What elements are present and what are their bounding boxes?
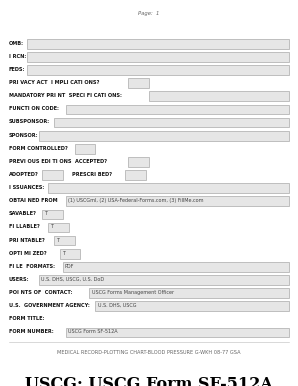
FancyBboxPatch shape: [89, 288, 289, 298]
Text: POI NTS OF  CONTACT:: POI NTS OF CONTACT:: [9, 290, 72, 295]
Text: FEDS:: FEDS:: [9, 67, 25, 72]
Text: MANDATORY PRI NT  SPECI FI CATI ONS:: MANDATORY PRI NT SPECI FI CATI ONS:: [9, 93, 122, 98]
FancyBboxPatch shape: [54, 118, 289, 127]
FancyBboxPatch shape: [60, 249, 80, 259]
Text: U.S. DHS, USCG, U.S. DoD: U.S. DHS, USCG, U.S. DoD: [41, 277, 104, 282]
Text: I SSUANCES:: I SSUANCES:: [9, 185, 44, 190]
FancyBboxPatch shape: [66, 105, 289, 114]
Text: PREVI OUS EDI TI ONS  ACCEPTED?: PREVI OUS EDI TI ONS ACCEPTED?: [9, 159, 107, 164]
Text: SAVABLE?: SAVABLE?: [9, 211, 37, 216]
FancyBboxPatch shape: [74, 144, 95, 154]
FancyBboxPatch shape: [27, 52, 289, 62]
Text: I RCN:: I RCN:: [9, 54, 26, 59]
Text: T: T: [62, 251, 65, 256]
Text: T: T: [56, 237, 59, 242]
Text: T: T: [44, 211, 47, 216]
Text: FORM NUMBER:: FORM NUMBER:: [9, 329, 54, 334]
Text: PRI VACY ACT  I MPLI CATI ONS?: PRI VACY ACT I MPLI CATI ONS?: [9, 80, 99, 85]
Text: FUNCTI ON CODE:: FUNCTI ON CODE:: [9, 106, 59, 111]
FancyBboxPatch shape: [66, 328, 289, 337]
FancyBboxPatch shape: [54, 236, 74, 245]
FancyBboxPatch shape: [128, 157, 149, 167]
FancyBboxPatch shape: [66, 196, 289, 206]
Text: SPONSOR:: SPONSOR:: [9, 132, 38, 137]
Text: ADOPTED?: ADOPTED?: [9, 172, 39, 177]
FancyBboxPatch shape: [42, 210, 63, 219]
Text: PRESCRI BED?: PRESCRI BED?: [72, 172, 111, 177]
FancyBboxPatch shape: [128, 78, 149, 88]
Text: USCG Forms Management Officer: USCG Forms Management Officer: [92, 290, 174, 295]
Text: FI LE  FORMATS:: FI LE FORMATS:: [9, 264, 55, 269]
Text: PRI NTABLE?: PRI NTABLE?: [9, 237, 45, 242]
Text: Page:  1: Page: 1: [138, 11, 160, 16]
FancyBboxPatch shape: [39, 131, 289, 141]
FancyBboxPatch shape: [42, 170, 63, 180]
Text: OPTI MI ZED?: OPTI MI ZED?: [9, 251, 46, 256]
Text: U.S. DHS, USCG: U.S. DHS, USCG: [98, 303, 136, 308]
Text: U.S.  GOVERNMENT AGENCY:: U.S. GOVERNMENT AGENCY:: [9, 303, 90, 308]
Text: FI LLABLE?: FI LLABLE?: [9, 224, 40, 229]
Text: MEDICAL RECORD-PLOTTING CHART-BLOOD PRESSURE G-WKH 08-77 GSA: MEDICAL RECORD-PLOTTING CHART-BLOOD PRES…: [57, 350, 241, 356]
FancyBboxPatch shape: [149, 91, 289, 101]
FancyBboxPatch shape: [27, 39, 289, 49]
Text: SUBSPONSOR:: SUBSPONSOR:: [9, 119, 50, 124]
Text: FORM TITLE:: FORM TITLE:: [9, 316, 44, 321]
Text: OBTAI NED FROM: OBTAI NED FROM: [9, 198, 58, 203]
FancyBboxPatch shape: [95, 301, 289, 311]
Text: USCG Form SF-512A: USCG Form SF-512A: [68, 329, 118, 334]
Text: USCG: USCG Form SF-512A: USCG: USCG Form SF-512A: [25, 376, 273, 386]
Text: FORM CONTROLLED?: FORM CONTROLLED?: [9, 146, 68, 151]
FancyBboxPatch shape: [39, 275, 289, 285]
Text: PDF: PDF: [65, 264, 74, 269]
Text: OMB:: OMB:: [9, 41, 24, 46]
Text: (1) USCGml, (2) USA-Federal-Forms.com, (3) FillMe.com: (1) USCGml, (2) USA-Federal-Forms.com, (…: [68, 198, 204, 203]
FancyBboxPatch shape: [27, 65, 289, 75]
FancyBboxPatch shape: [63, 262, 289, 272]
Text: USERS:: USERS:: [9, 277, 30, 282]
FancyBboxPatch shape: [48, 223, 69, 232]
FancyBboxPatch shape: [48, 183, 289, 193]
FancyBboxPatch shape: [125, 170, 146, 180]
Text: T: T: [50, 224, 53, 229]
